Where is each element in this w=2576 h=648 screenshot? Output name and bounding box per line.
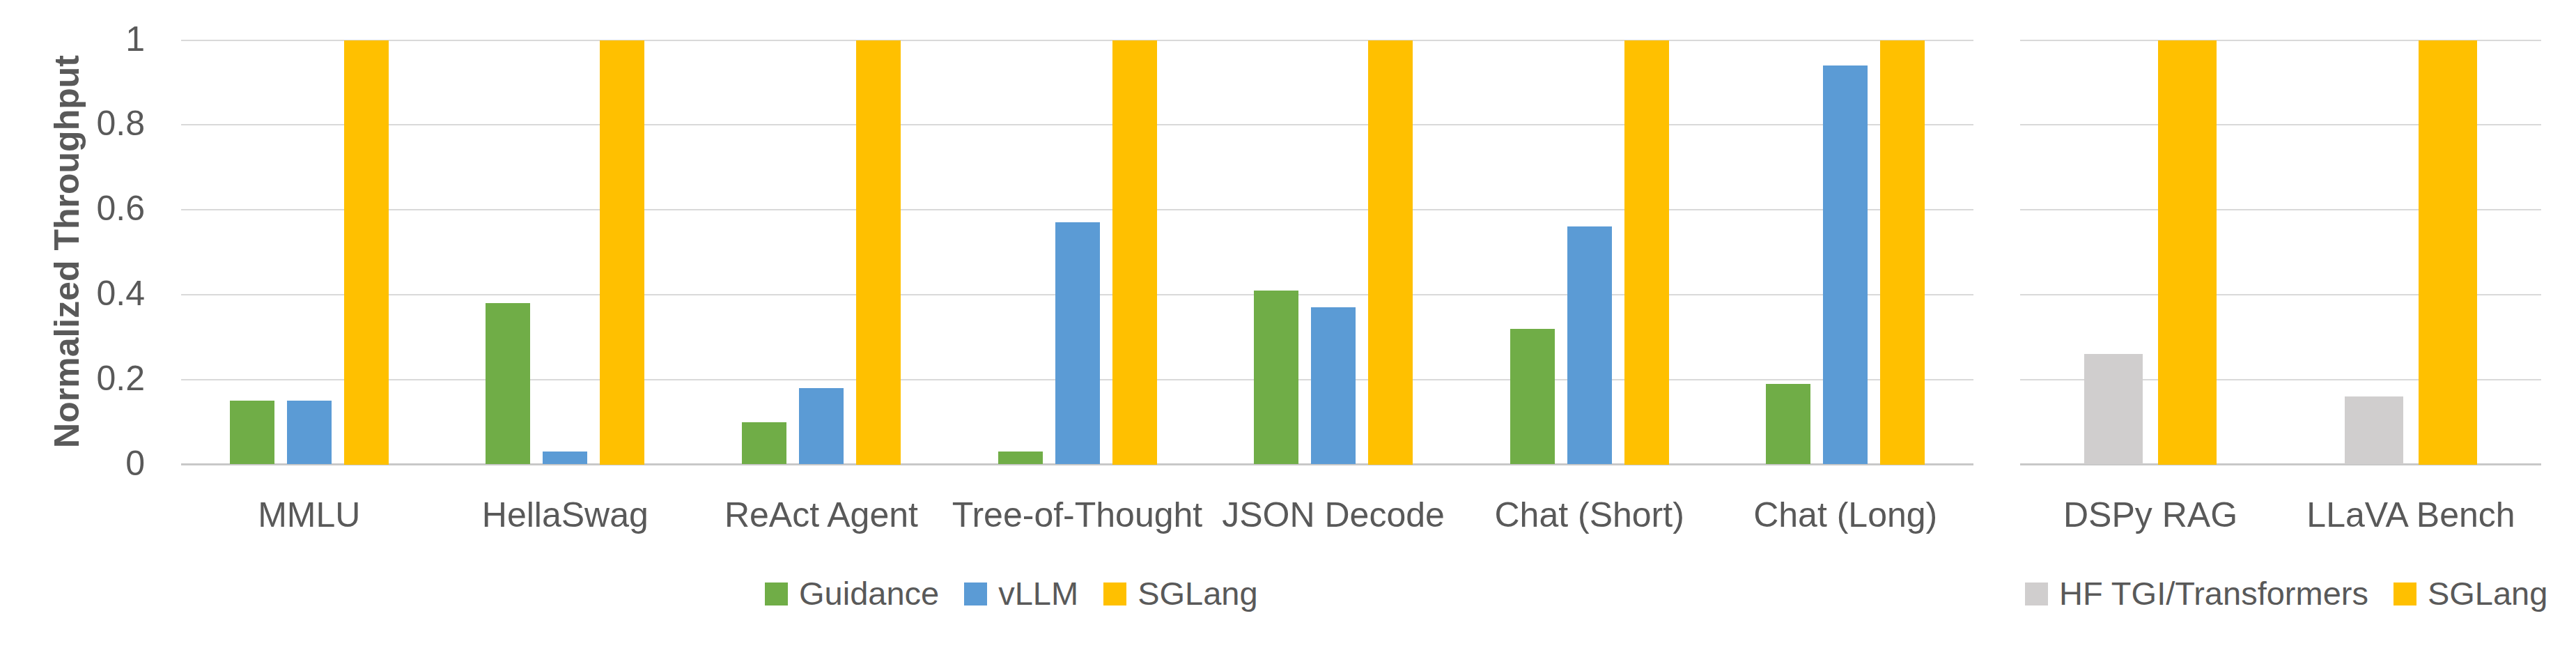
legend-swatch-icon xyxy=(964,583,987,605)
gridline xyxy=(181,209,1973,210)
y-tick-label: 1 xyxy=(26,22,145,56)
bar-sglang-json-decode xyxy=(1368,40,1413,465)
bar-vllm-mmlu xyxy=(287,401,332,464)
bar-guidance-tree-of-thought xyxy=(998,452,1043,464)
legend: Guidance vLLM SGLang xyxy=(765,574,1258,613)
legend: HF TGI/Transformers SGLang xyxy=(2025,574,2547,613)
category-label: Chat (Long) xyxy=(1685,495,2005,534)
bar-sglang-hellaswag xyxy=(600,40,644,465)
bar-guidance-chat-short- xyxy=(1510,329,1555,465)
gridline xyxy=(181,40,1973,41)
benchmark-throughput-figure: Normalized Throughput 00.20.40.60.81MMLU… xyxy=(0,0,2576,648)
y-tick-label: 0 xyxy=(26,446,145,481)
bar-guidance-react-agent xyxy=(742,422,786,465)
legend-item-vllm: vLLM xyxy=(964,574,1078,613)
legend-swatch-icon xyxy=(1103,583,1126,605)
bar-sglang-chat-long- xyxy=(1880,40,1925,465)
bar-vllm-hellaswag xyxy=(543,452,587,464)
legend-swatch-icon xyxy=(2025,583,2048,605)
bar-sglang-tree-of-thought xyxy=(1112,40,1157,465)
legend-label: SGLang xyxy=(1138,574,1257,613)
bar-guidance-mmlu xyxy=(230,401,274,464)
bar-vllm-react-agent xyxy=(799,388,844,465)
bar-guidance-chat-long- xyxy=(1766,384,1810,465)
bar-sglang-react-agent xyxy=(856,40,901,465)
legend-item-guidance: Guidance xyxy=(765,574,939,613)
legend-label: SGLang xyxy=(2428,574,2547,613)
legend-item-sglang: SGLang xyxy=(2393,574,2547,613)
bar-guidance-json-decode xyxy=(1254,291,1298,465)
legend-label: vLLM xyxy=(998,574,1078,613)
bar-sglang-chat-short- xyxy=(1624,40,1669,465)
category-label: LLaVA Bench xyxy=(2251,495,2571,534)
legend-label: HF TGI/Transformers xyxy=(2059,574,2368,613)
bar-vllm-json-decode xyxy=(1311,307,1356,464)
bar-sglang-llava-bench xyxy=(2419,40,2477,465)
bar-vllm-chat-long- xyxy=(1823,65,1868,464)
legend-label: Guidance xyxy=(799,574,939,613)
bar-guidance-hellaswag xyxy=(486,303,530,464)
bar-sglang-mmlu xyxy=(344,40,389,465)
y-tick-label: 0.8 xyxy=(26,106,145,141)
legend-swatch-icon xyxy=(2393,583,2416,605)
y-tick-label: 0.2 xyxy=(26,361,145,396)
bar-sglang-dspy-rag xyxy=(2158,40,2217,465)
bar-vllm-tree-of-thought xyxy=(1055,222,1100,464)
legend-item-hf-tgi-transformers: HF TGI/Transformers xyxy=(2025,574,2368,613)
bar-vllm-chat-short- xyxy=(1567,226,1612,464)
y-tick-label: 0.6 xyxy=(26,191,145,226)
gridline xyxy=(181,124,1973,125)
legend-swatch-icon xyxy=(765,583,788,605)
bar-hf-tgi-transformers-llava-bench xyxy=(2345,396,2403,464)
y-tick-label: 0.4 xyxy=(26,276,145,311)
bar-hf-tgi-transformers-dspy-rag xyxy=(2084,354,2143,464)
legend-item-sglang: SGLang xyxy=(1103,574,1257,613)
